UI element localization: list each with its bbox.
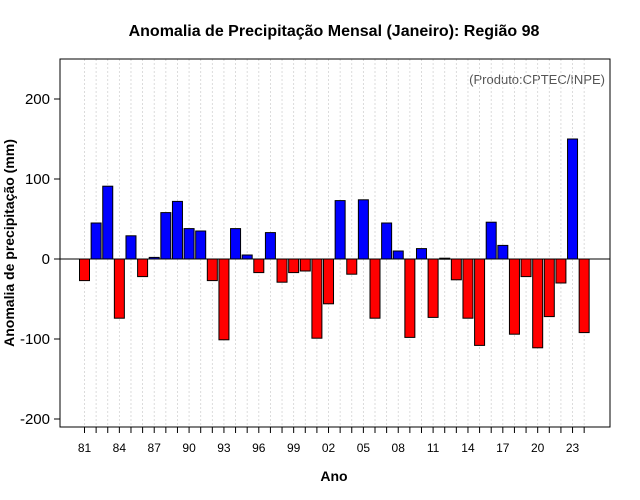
bar-2015	[474, 258, 486, 346]
x-tick-label: 96	[252, 441, 266, 455]
chart-title: Anomalia de Precipitação Mensal (Janeiro…	[129, 23, 540, 40]
y-tick-label: 200	[25, 91, 50, 108]
bar-1995	[241, 254, 253, 260]
x-axis-label: Ano	[320, 468, 347, 484]
credit-label: (Produto:CPTEC/INPE)	[469, 72, 605, 87]
bar-2012	[439, 257, 451, 260]
bar-1996	[253, 258, 265, 274]
bar-2013	[450, 258, 462, 281]
bar-2004	[346, 258, 358, 275]
y-axis-label: Anomalia de precipitação (mm)	[1, 139, 17, 347]
bar-1997	[264, 232, 276, 260]
x-tick-label: 20	[531, 441, 545, 455]
bar-1981	[79, 258, 90, 282]
bar-2016	[485, 221, 497, 260]
bar-2024	[578, 258, 590, 334]
bar-1988	[160, 212, 172, 260]
bar-1999	[288, 258, 300, 274]
plot-area: -200 -100 0 100 200 81 84 87 90 93 96 99 02 05 08 11 14 1…	[20, 58, 611, 455]
bar-1998	[276, 258, 288, 283]
bar-2014	[462, 258, 474, 319]
x-tick-label: 93	[217, 441, 231, 455]
x-tick-label: 05	[357, 441, 371, 455]
plot-frame	[59, 58, 611, 428]
x-tick-label: 02	[322, 441, 336, 455]
bar-2018	[508, 258, 520, 335]
bar-2020	[532, 258, 544, 349]
x-tick-label: 99	[287, 441, 301, 455]
y-tick-label: 100	[25, 171, 50, 188]
bar-2019	[520, 258, 532, 278]
y-tick-label: -100	[20, 331, 50, 348]
bar-2007	[381, 222, 393, 260]
x-tick-label: 17	[496, 441, 510, 455]
bar-2008	[392, 250, 404, 260]
bar-1990	[183, 228, 195, 260]
bar-1992	[206, 258, 218, 282]
bar-1986	[137, 258, 149, 278]
bar-1987	[148, 256, 160, 260]
bar-2006	[369, 258, 381, 319]
bar-2009	[404, 258, 416, 338]
y-tick-label: -200	[20, 411, 50, 428]
bar-2005	[357, 199, 369, 260]
x-tick-label: 84	[113, 441, 127, 455]
x-tick-label: 81	[78, 441, 92, 455]
bar-2021	[543, 258, 555, 318]
bar-2011	[427, 258, 439, 318]
bar-2001	[311, 258, 323, 339]
bar-1984	[113, 258, 125, 319]
bar-2003	[334, 200, 346, 260]
bar-2017	[497, 244, 509, 260]
bar-2010	[415, 248, 427, 260]
bar-2002	[323, 258, 335, 305]
bar-2023	[567, 138, 579, 260]
x-tick-label: 11	[427, 441, 440, 455]
x-tick-label: 87	[148, 441, 162, 455]
bar-1982	[90, 222, 102, 260]
x-tick-label: 23	[566, 441, 580, 455]
bar-1994	[230, 228, 242, 260]
x-tick-label: 08	[392, 441, 406, 455]
bar-1983	[102, 185, 114, 260]
bar-1985	[125, 235, 137, 260]
bar-2000	[299, 258, 311, 272]
bar-2022	[555, 258, 567, 284]
x-tick-label: 90	[182, 441, 196, 455]
y-tick-label: 0	[42, 251, 50, 268]
bar-1989	[171, 200, 183, 260]
bar-1993	[218, 258, 230, 341]
bar-1991	[195, 230, 207, 260]
x-tick-label: 14	[461, 441, 475, 455]
